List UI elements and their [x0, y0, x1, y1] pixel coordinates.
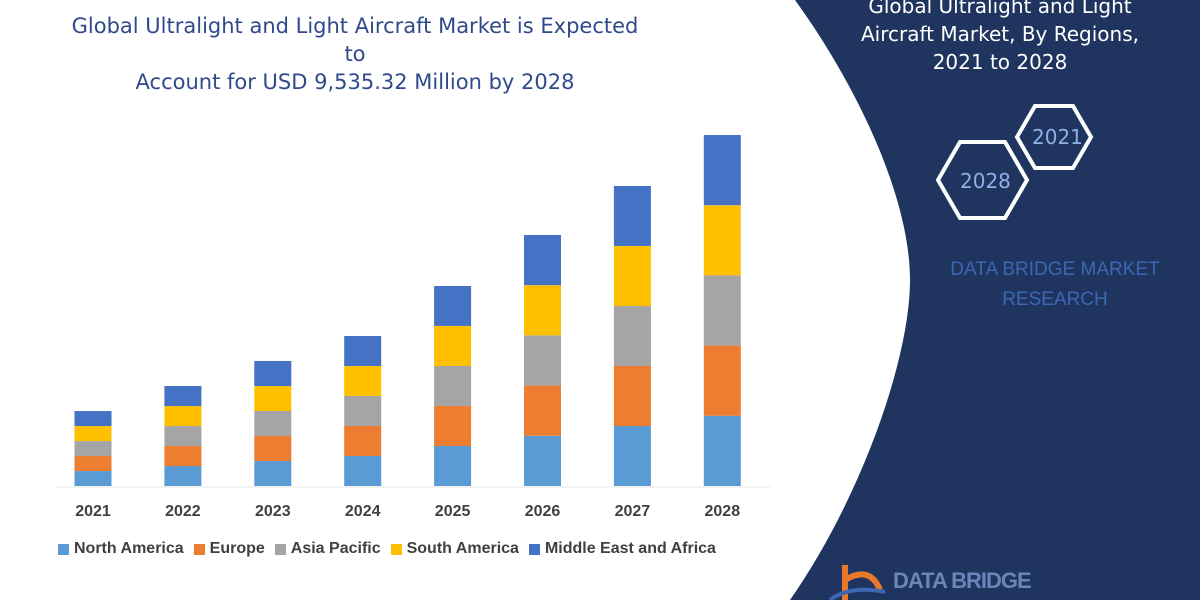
x-tick-label: 2025: [434, 503, 471, 520]
bar-2022-south-america: [164, 406, 202, 427]
side-title-line-2: Aircraft Market, By Regions,: [860, 22, 1139, 46]
bar-2023-asia-pacific: [254, 411, 292, 437]
bar-2022-middle-east-and-africa: [164, 385, 202, 407]
hex-2028-shape: [935, 140, 1030, 220]
brand-text: DATA BRIDGE MARKET RESEARCH: [920, 255, 1190, 315]
title-line-2: Account for USD 9,535.32 Million by 2028: [135, 70, 575, 94]
legend-label: Middle East and Africa: [544, 540, 716, 557]
bar-2026-asia-pacific: [524, 335, 561, 386]
legend-label: Europe: [209, 540, 265, 557]
bar-2024-asia-pacific: [344, 395, 382, 426]
bar-2025-north-america: [434, 445, 472, 486]
bar-2025-asia-pacific: [434, 365, 472, 406]
bar-2023-europe: [254, 436, 292, 462]
bar-2022-europe: [164, 446, 202, 467]
x-tick-label: 2027: [614, 503, 651, 520]
bar-2023-south-america: [254, 386, 292, 412]
legend-item: Middle East and Africa: [528, 540, 716, 558]
side-panel-title: Global Ultralight and Light Aircraft Mar…: [790, 0, 1200, 76]
x-tick-label: 2028: [704, 503, 741, 520]
legend-item: Asia Pacific: [274, 540, 381, 558]
bars-group: [74, 135, 741, 486]
bar-2027-europe: [613, 365, 651, 426]
chart-title: Global Ultralight and Light Aircraft Mar…: [60, 12, 650, 96]
hex-2021-shape: [1014, 104, 1094, 170]
bar-2022-north-america: [164, 466, 202, 486]
x-tick-label: 2026: [524, 503, 561, 520]
bar-2027-middle-east-and-africa: [613, 185, 651, 246]
legend-label: South America: [406, 540, 519, 557]
bar-2021-europe: [74, 456, 112, 472]
legend: North America Europe Asia Pacific South Ame…: [58, 540, 716, 558]
legend-item: South America: [390, 540, 519, 558]
legend-swatch: [193, 543, 205, 555]
bar-2024-middle-east-and-africa: [344, 335, 382, 366]
legend-swatch: [274, 543, 286, 555]
bar-2022-asia-pacific: [164, 426, 202, 447]
bar-2028-north-america: [703, 415, 741, 486]
bar-2027-north-america: [613, 425, 651, 486]
brand-line-1: DATA BRIDGE MARKET: [950, 259, 1160, 280]
side-panel-background: [790, 0, 1200, 600]
bar-2021-asia-pacific: [74, 441, 112, 457]
legend-swatch: [58, 543, 69, 555]
x-tick-label: 2023: [255, 503, 291, 520]
hex-label-2021: 2021: [1032, 125, 1083, 149]
bar-2023-north-america: [254, 461, 292, 486]
legend-item: North America: [58, 540, 184, 558]
bar-2026-south-america: [524, 285, 561, 336]
logo-icon: [828, 565, 886, 600]
bar-2025-europe: [434, 405, 472, 446]
bar-2026-europe: [524, 385, 561, 436]
bar-2026-north-america: [524, 435, 561, 486]
bar-2021-north-america: [74, 471, 112, 486]
x-tick-label: 2022: [165, 503, 201, 520]
bar-2027-south-america: [613, 245, 651, 306]
bar-2028-south-america: [703, 205, 741, 276]
side-title-line-3: 2021 to 2028: [932, 50, 1068, 74]
bar-2026-middle-east-and-africa: [524, 234, 561, 286]
bar-2025-south-america: [434, 325, 472, 366]
title-line-1: Global Ultralight and Light Aircraft Mar…: [71, 14, 639, 66]
legend-swatch: [390, 543, 402, 555]
legend-swatch: [528, 543, 540, 555]
legend-item: Europe: [193, 540, 265, 558]
bar-2024-europe: [344, 425, 382, 456]
bar-2028-middle-east-and-africa: [703, 135, 741, 206]
x-tick-label: 2021: [75, 503, 111, 520]
logo-text: DATA BRIDGE: [893, 568, 1032, 593]
bar-2025-middle-east-and-africa: [434, 286, 472, 326]
bar-2028-asia-pacific: [703, 275, 741, 346]
bar-2028-europe: [703, 345, 741, 416]
bar-2021-south-america: [74, 426, 112, 442]
side-title-line-1: Global Ultralight and Light: [868, 0, 1132, 18]
bar-2021-middle-east-and-africa: [74, 411, 112, 427]
x-tick-label: 2024: [344, 503, 381, 520]
bar-2024-north-america: [344, 455, 382, 486]
hex-label-2028: 2028: [960, 169, 1011, 193]
brand-line-2: RESEARCH: [1002, 289, 1108, 310]
legend-label: Asia Pacific: [290, 540, 381, 557]
bar-2023-middle-east-and-africa: [254, 360, 292, 387]
bar-2027-asia-pacific: [613, 305, 651, 366]
legend-label: North America: [74, 540, 184, 557]
bar-2024-south-america: [344, 365, 382, 396]
